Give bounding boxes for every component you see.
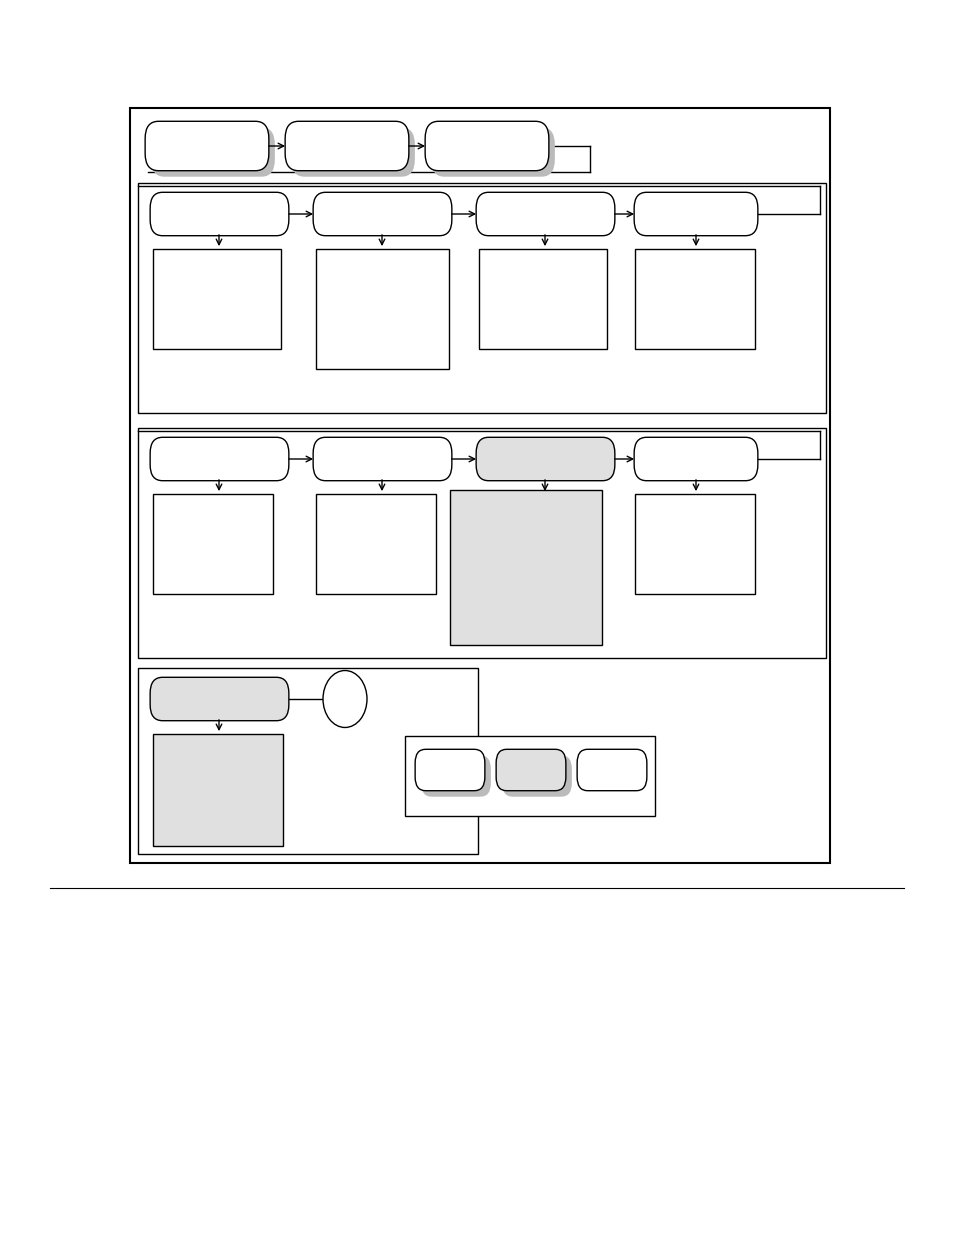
Bar (152, 249, 281, 350)
Circle shape (323, 671, 367, 727)
Bar (138, 429, 825, 658)
FancyBboxPatch shape (577, 750, 646, 790)
FancyBboxPatch shape (634, 193, 757, 236)
FancyBboxPatch shape (634, 437, 757, 480)
FancyBboxPatch shape (313, 437, 452, 480)
FancyBboxPatch shape (150, 437, 289, 480)
Bar (315, 494, 436, 594)
Bar (138, 668, 477, 853)
FancyBboxPatch shape (431, 127, 555, 177)
FancyBboxPatch shape (476, 437, 615, 480)
Bar (635, 494, 754, 594)
Bar (450, 490, 601, 645)
FancyBboxPatch shape (496, 750, 565, 790)
Bar (405, 736, 655, 816)
Bar (152, 494, 273, 594)
FancyBboxPatch shape (415, 750, 484, 790)
Bar (138, 183, 825, 412)
Bar (315, 249, 449, 369)
FancyBboxPatch shape (501, 756, 571, 797)
Bar (152, 734, 283, 846)
FancyBboxPatch shape (285, 121, 409, 170)
FancyBboxPatch shape (425, 121, 548, 170)
Bar (130, 107, 829, 863)
Bar (635, 249, 754, 350)
Bar (478, 249, 606, 350)
FancyBboxPatch shape (150, 677, 289, 721)
FancyBboxPatch shape (420, 756, 491, 797)
FancyBboxPatch shape (291, 127, 415, 177)
FancyBboxPatch shape (476, 193, 615, 236)
FancyBboxPatch shape (313, 193, 452, 236)
FancyBboxPatch shape (151, 127, 274, 177)
FancyBboxPatch shape (150, 193, 289, 236)
FancyBboxPatch shape (145, 121, 269, 170)
